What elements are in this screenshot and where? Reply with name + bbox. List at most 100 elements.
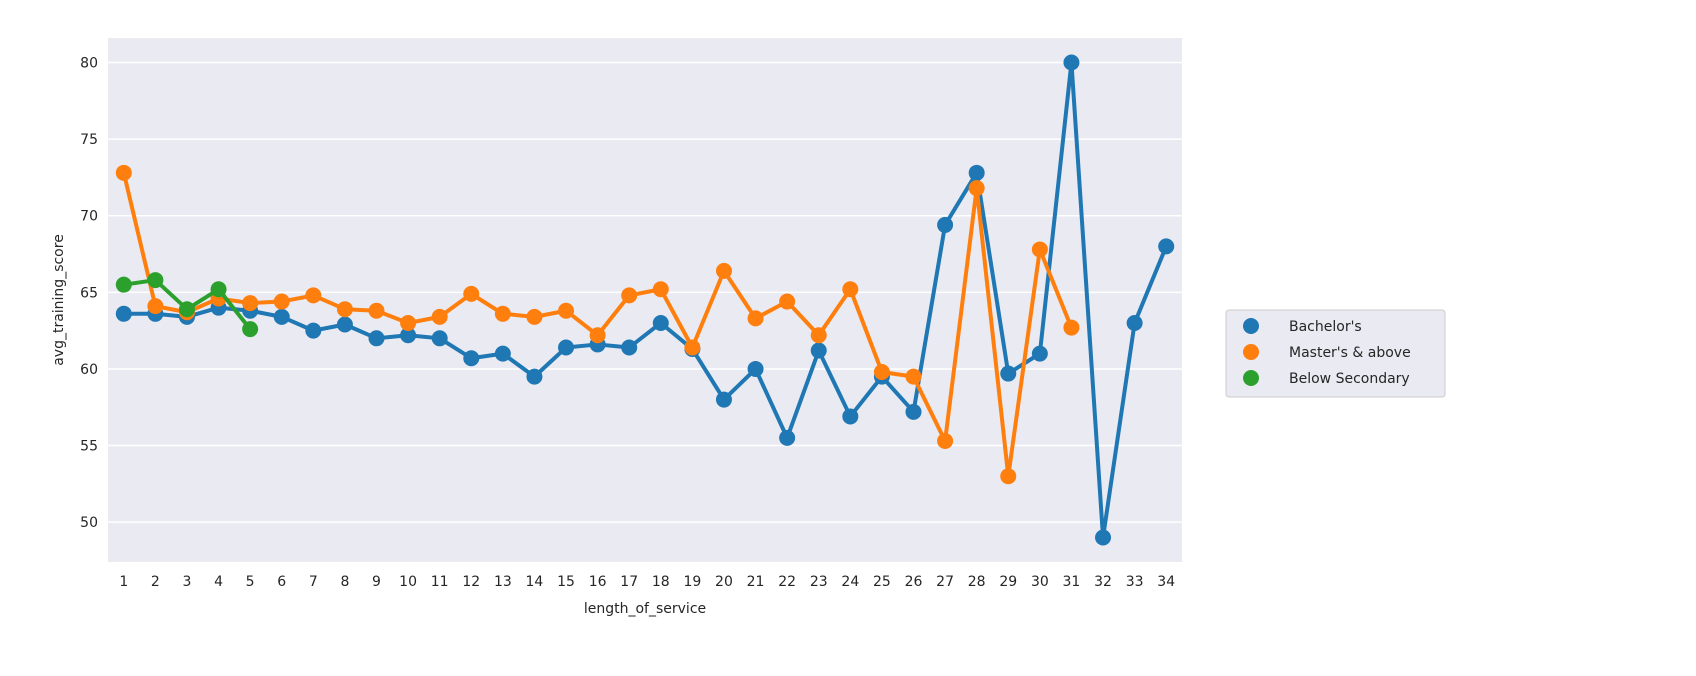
x-tick-label: 1 <box>119 574 128 590</box>
data-point <box>336 301 353 318</box>
y-tick-label: 75 <box>80 132 98 148</box>
data-point <box>178 301 195 318</box>
y-axis-label: avg_training_score <box>51 234 67 366</box>
data-point <box>684 339 701 356</box>
data-point <box>779 293 796 310</box>
data-point <box>589 327 606 344</box>
data-point <box>147 298 164 315</box>
x-tick-label: 8 <box>340 574 349 590</box>
x-tick-label: 9 <box>372 574 381 590</box>
data-point <box>779 429 796 446</box>
data-point <box>210 281 227 298</box>
x-tick-label: 15 <box>557 574 575 590</box>
series-group <box>115 54 1175 546</box>
y-tick-label: 55 <box>80 439 98 455</box>
data-point <box>937 432 954 449</box>
data-point <box>747 310 764 327</box>
data-point <box>147 272 164 289</box>
data-point <box>526 308 543 325</box>
data-point <box>431 308 448 325</box>
x-tick-label: 12 <box>462 574 480 590</box>
x-tick-label: 30 <box>1031 574 1049 590</box>
data-point <box>305 322 322 339</box>
y-tick-label: 50 <box>80 515 98 531</box>
data-point <box>968 164 985 181</box>
legend-box <box>1225 309 1446 398</box>
data-point <box>1063 54 1080 71</box>
x-tick-label: 4 <box>214 574 223 590</box>
legend-marker <box>1243 318 1259 334</box>
data-point <box>652 281 669 298</box>
data-point <box>1126 314 1143 331</box>
data-point <box>715 391 732 408</box>
data-point <box>526 368 543 385</box>
data-point <box>968 180 985 197</box>
data-point <box>873 364 890 381</box>
y-tick-label: 65 <box>80 285 98 301</box>
series-line <box>123 60 1169 540</box>
data-point <box>463 350 480 367</box>
data-point <box>842 281 859 298</box>
data-point <box>305 287 322 304</box>
data-point <box>621 287 638 304</box>
y-tick-label: 70 <box>80 209 98 225</box>
x-tick-label: 3 <box>183 574 192 590</box>
x-tick-label: 31 <box>1063 574 1081 590</box>
x-tick-label: 19 <box>683 574 701 590</box>
data-point <box>558 339 575 356</box>
data-point <box>336 316 353 333</box>
data-point <box>810 342 827 359</box>
x-tick-label: 13 <box>494 574 512 590</box>
data-point <box>463 285 480 302</box>
data-point <box>905 368 922 385</box>
data-point <box>1031 345 1048 362</box>
x-tick-label: 17 <box>620 574 638 590</box>
x-tick-label: 16 <box>589 574 607 590</box>
data-point <box>810 327 827 344</box>
series-below-secondary <box>115 272 259 338</box>
x-tick-label: 26 <box>905 574 923 590</box>
x-axis-label: length_of_service <box>584 601 706 617</box>
legend-marker <box>1243 344 1259 360</box>
y-tick-label: 60 <box>80 362 98 378</box>
data-point <box>558 302 575 319</box>
x-tick-label: 25 <box>873 574 891 590</box>
x-tick-label: 29 <box>999 574 1017 590</box>
x-tick-label: 23 <box>810 574 828 590</box>
data-point <box>937 216 954 233</box>
data-point <box>1095 529 1112 546</box>
x-tick-label: 28 <box>968 574 986 590</box>
data-point <box>1000 468 1017 485</box>
x-tick-label: 18 <box>652 574 670 590</box>
data-point <box>368 330 385 347</box>
x-tick-label: 10 <box>399 574 417 590</box>
data-point <box>905 403 922 420</box>
data-point <box>400 327 417 344</box>
x-tick-label: 20 <box>715 574 733 590</box>
data-point <box>1000 365 1017 382</box>
x-tick-label: 2 <box>151 574 160 590</box>
legend-label: Below Secondary <box>1289 371 1410 387</box>
x-tick-label: 7 <box>309 574 318 590</box>
legend: Bachelor's Master's & above Below Secondar… <box>1225 309 1446 398</box>
legend-label: Bachelor's <box>1289 319 1362 335</box>
x-tick-label: 6 <box>277 574 286 590</box>
data-point <box>242 295 259 312</box>
data-point <box>115 164 132 181</box>
data-point <box>1063 319 1080 336</box>
gridlines <box>108 61 1182 523</box>
x-tick-label: 33 <box>1126 574 1144 590</box>
x-tick-label: 24 <box>841 574 859 590</box>
x-tick-label: 5 <box>246 574 255 590</box>
x-tick-label: 27 <box>936 574 954 590</box>
data-point <box>715 262 732 279</box>
data-point <box>494 305 511 322</box>
x-tick-label: 21 <box>747 574 765 590</box>
legend-label: Master's & above <box>1289 345 1411 361</box>
y-ticks: 50 55 60 65 70 75 80 <box>80 56 98 532</box>
x-tick-label: 22 <box>778 574 796 590</box>
data-point <box>368 302 385 319</box>
data-point <box>273 293 290 310</box>
data-point <box>494 345 511 362</box>
data-point <box>842 408 859 425</box>
